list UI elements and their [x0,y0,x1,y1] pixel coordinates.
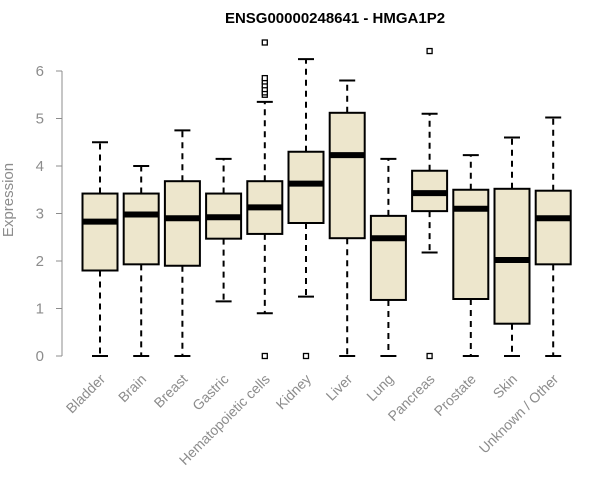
y-tick-label: 5 [36,111,44,128]
box-liver [328,79,366,357]
y-tick-label: 1 [36,301,44,318]
x-tick-label: Bladder [63,371,109,417]
y-tick-label: 4 [36,158,44,175]
box-gastric [205,157,243,303]
outlier-point [261,352,268,360]
box-unknown-other [534,116,572,357]
outlier-point [261,74,268,82]
box-iqr [122,192,160,266]
box-breast [163,129,201,357]
box-iqr [534,189,572,266]
outlier-point [302,352,310,360]
chart-title: ENSG00000248641 - HMGA1P2 [225,10,445,27]
x-tick-label: Skin [490,371,521,402]
box-iqr [493,187,531,325]
y-tick-label: 3 [36,206,44,223]
box-bladder [81,141,119,357]
box-lung [369,157,407,357]
box-brain [122,165,160,357]
x-tick-label: Prostate [431,371,479,419]
box-iqr [328,111,366,240]
box-kidney [287,58,325,360]
box-iqr [287,150,325,224]
y-tick-label: 2 [36,253,44,270]
box-hematopoietic-cells [246,39,284,360]
x-tick-label: Liver [323,371,356,404]
x-tick-label: Lung [363,371,396,404]
box-iqr [369,214,407,301]
x-tick-label: Kidney [273,371,315,413]
y-tick-label: 0 [36,348,44,365]
box-iqr [81,192,119,272]
box-pancreas [411,47,449,360]
y-axis-label: Expression [0,163,17,237]
outlier-point [426,352,433,360]
y-axis: 0 1 2 3 4 5 6 [36,63,63,365]
box-prostate [452,154,490,357]
boxes-group [81,39,572,360]
y-tick-label: 6 [36,63,44,80]
box-iqr [163,180,201,267]
outlier-point [261,39,268,46]
outlier-point [426,47,433,55]
x-tick-label: Breast [151,371,191,411]
box-skin [493,136,531,357]
x-tick-label: Brain [115,371,149,405]
